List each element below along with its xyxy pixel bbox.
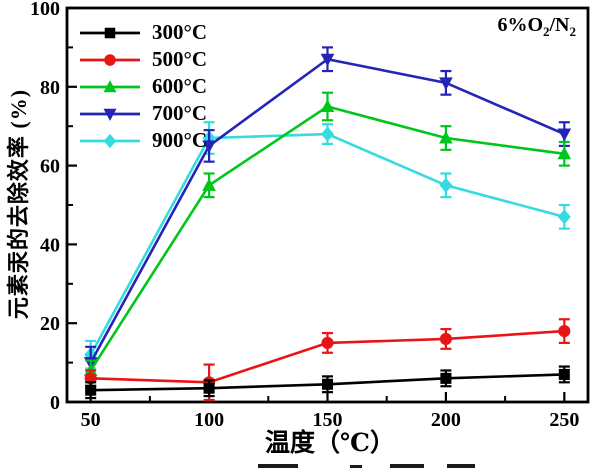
y-tick-label: 20 bbox=[40, 313, 60, 335]
series-line bbox=[89, 132, 565, 356]
x-tick-label: 50 bbox=[81, 409, 101, 431]
data-point-marker bbox=[320, 53, 335, 67]
annotation-text: 6%O bbox=[497, 14, 543, 36]
legend-item-900c: 900°C bbox=[78, 127, 207, 154]
annotation-subscript: 2 bbox=[569, 24, 577, 39]
legend-label: 900°C bbox=[152, 128, 208, 152]
legend-item-700c: 700°C bbox=[78, 100, 207, 127]
data-point-marker bbox=[439, 332, 452, 346]
condition-annotation: 6%O2/N2 bbox=[497, 14, 576, 40]
y-tick-label: 80 bbox=[40, 77, 60, 99]
data-point-marker bbox=[202, 178, 216, 191]
y-tick-label: 0 bbox=[50, 392, 60, 414]
data-point-marker bbox=[103, 108, 117, 121]
series-500c bbox=[84, 318, 571, 402]
data-point-marker bbox=[557, 209, 571, 225]
cropped-caption-fragment bbox=[390, 464, 424, 468]
x-tick-label: 100 bbox=[194, 409, 224, 431]
legend-label: 500°C bbox=[152, 47, 208, 71]
data-point-marker bbox=[103, 79, 117, 92]
legend-key-swatch bbox=[80, 133, 140, 148]
legend-key-swatch bbox=[80, 79, 140, 92]
cropped-caption-fragment bbox=[258, 464, 298, 468]
data-point-marker bbox=[558, 368, 570, 380]
legend-item-300c: 300°C bbox=[78, 19, 207, 46]
y-tick-label: 100 bbox=[30, 0, 60, 20]
annotation-subscript: 2 bbox=[543, 24, 550, 39]
y-axis-title: 元素汞的去除效率 (%) bbox=[6, 88, 31, 320]
cropped-caption-fragment bbox=[447, 464, 475, 468]
data-point-marker bbox=[85, 384, 97, 396]
legend-key-swatch bbox=[80, 53, 140, 66]
data-point-marker bbox=[203, 382, 215, 394]
data-point-marker bbox=[440, 372, 452, 384]
y-tick-label: 40 bbox=[40, 234, 60, 256]
data-point-marker bbox=[321, 378, 334, 390]
data-point-marker bbox=[321, 126, 334, 142]
legend-label: 300°C bbox=[152, 20, 208, 44]
x-tick-label: 150 bbox=[313, 409, 343, 431]
x-axis-title: 温度（℃） bbox=[265, 430, 395, 457]
x-tick-label: 200 bbox=[431, 409, 461, 431]
data-point-marker bbox=[104, 53, 116, 66]
plot-frame bbox=[65, 6, 590, 404]
data-point-marker bbox=[104, 27, 116, 38]
y-tick-label: 60 bbox=[40, 156, 60, 178]
data-point-marker bbox=[558, 325, 571, 338]
legend-label: 700°C bbox=[152, 101, 208, 125]
data-point-marker bbox=[439, 130, 453, 144]
legend-item-500c: 500°C bbox=[78, 46, 207, 73]
legend-label: 600°C bbox=[152, 74, 208, 98]
data-point-marker bbox=[103, 133, 117, 148]
legend-item-600c: 600°C bbox=[78, 73, 207, 100]
data-point-marker bbox=[557, 128, 572, 142]
legend-key-swatch bbox=[80, 27, 140, 38]
data-point-marker bbox=[557, 146, 572, 160]
series-900c bbox=[84, 121, 571, 370]
data-point-marker bbox=[320, 99, 335, 113]
x-tick-label: 250 bbox=[549, 409, 579, 431]
annotation-text: /N bbox=[549, 14, 570, 36]
legend-key-swatch bbox=[80, 108, 140, 121]
data-point-marker bbox=[321, 336, 334, 349]
chart-legend: 300°C 500°C 600°C 700°C 900°C bbox=[78, 19, 207, 154]
data-point-marker bbox=[202, 140, 216, 154]
data-point-marker bbox=[439, 177, 453, 193]
series-300c bbox=[85, 365, 570, 400]
cropped-caption-fragment bbox=[350, 465, 362, 468]
data-point-marker bbox=[439, 77, 453, 91]
